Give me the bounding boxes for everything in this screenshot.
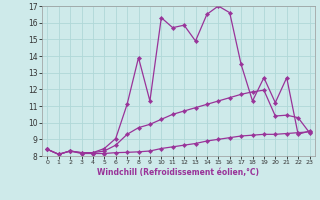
X-axis label: Windchill (Refroidissement éolien,°C): Windchill (Refroidissement éolien,°C) bbox=[97, 168, 260, 177]
